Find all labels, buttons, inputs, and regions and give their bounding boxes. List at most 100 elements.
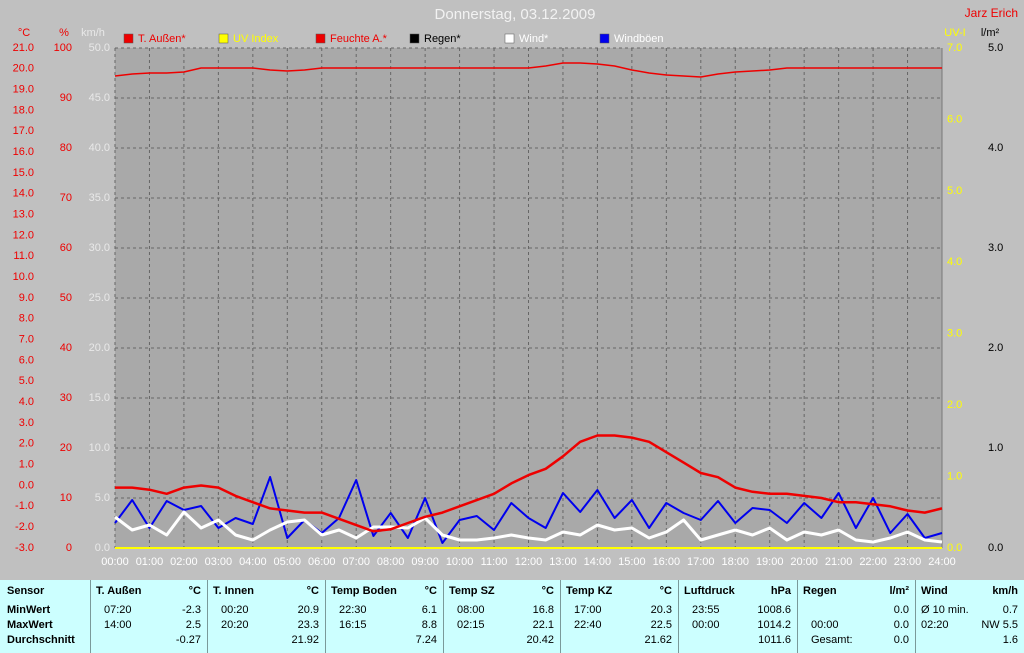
header-cell: T. Innen <box>213 585 254 597</box>
y-tick-label: 40 <box>60 342 72 354</box>
column-divider <box>325 580 326 653</box>
x-tick-label: 17:00 <box>687 556 715 568</box>
author: Jarz Erich <box>965 6 1018 20</box>
cell-value: 1014.2 <box>757 619 791 631</box>
cell-time: 02:20 <box>921 619 949 631</box>
legend-swatch <box>123 33 134 44</box>
y-tick-label: 45.0 <box>89 92 110 104</box>
series-line <box>114 476 943 544</box>
x-tick-label: 04:00 <box>239 556 267 568</box>
header-unit: km/h <box>992 585 1018 597</box>
row-label: MinWert <box>7 604 51 616</box>
x-tick-label: 19:00 <box>756 556 784 568</box>
cell-value: 22.1 <box>532 619 554 631</box>
y-tick-label: 14.0 <box>13 188 34 200</box>
y-tick-label: 35.0 <box>89 192 110 204</box>
x-tick-label: 24:00 <box>928 556 956 568</box>
column-divider <box>797 580 798 653</box>
cell-value: 1.6 <box>1002 634 1018 646</box>
y-tick-label: 18.0 <box>13 104 34 116</box>
axis-title: % <box>59 27 69 39</box>
cell-value: -2.3 <box>182 604 201 616</box>
cell-value: 2.5 <box>185 619 201 631</box>
y-tick-label: 10 <box>60 492 72 504</box>
x-tick-label: 13:00 <box>549 556 577 568</box>
header-cell: Luftdruck <box>684 585 735 597</box>
header-unit: °C <box>659 585 672 597</box>
cell-value: 21.62 <box>644 634 672 646</box>
y-tick-label: 2.0 <box>947 399 962 411</box>
row-label: MaxWert <box>7 619 53 631</box>
header-cell: T. Außen <box>96 585 142 597</box>
cell-value: 6.1 <box>421 604 437 616</box>
header-cell: Temp SZ <box>449 585 495 597</box>
y-tick-label: 1.0 <box>988 442 1003 454</box>
legend-label: Wind* <box>519 33 549 45</box>
y-tick-label: 6.0 <box>947 113 962 125</box>
y-tick-label: 20.0 <box>89 342 110 354</box>
y-tick-label: 0.0 <box>947 542 962 554</box>
x-tick-label: 02:00 <box>170 556 198 568</box>
column-divider <box>915 580 916 653</box>
chart: Donnerstag, 03.12.2009 Jarz Erich 00:00 0… <box>13 6 1018 568</box>
y-tick-label: 17.0 <box>13 125 34 137</box>
cell-value: 20.3 <box>650 604 672 616</box>
x-tick-label: 10:00 <box>446 556 474 568</box>
y-tick-label: 30.0 <box>89 242 110 254</box>
y-tick-label: 8.0 <box>19 313 34 325</box>
legend-swatch <box>315 33 326 44</box>
cell-value: 22.5 <box>650 619 672 631</box>
y-tick-label: 4.0 <box>947 256 962 268</box>
cell-value: 0.0 <box>893 634 909 646</box>
axis-title: °C <box>18 27 30 39</box>
cell-time: 00:00 <box>692 619 720 631</box>
y-tick-label: 5.0 <box>95 492 110 504</box>
y-tick-label: 21.0 <box>13 42 34 54</box>
y-tick-label: 4.0 <box>19 396 34 408</box>
cell-time: 16:15 <box>339 619 367 631</box>
y-tick-label: -3.0 <box>15 542 34 554</box>
x-tick-label: 05:00 <box>274 556 302 568</box>
cell-time: 22:40 <box>574 619 602 631</box>
y-tick-label: 20.0 <box>13 63 34 75</box>
y-tick-label: 10.0 <box>89 442 110 454</box>
y-tick-label: 7.0 <box>19 334 34 346</box>
cell-time: 23:55 <box>692 604 720 616</box>
column-divider <box>207 580 208 653</box>
y-tick-label: 10.0 <box>13 271 34 283</box>
y-tick-label: 2.0 <box>988 342 1003 354</box>
y-tick-label: 1.0 <box>19 459 34 471</box>
cell-time: 02:15 <box>457 619 485 631</box>
x-tick-label: 07:00 <box>342 556 370 568</box>
y-tick-label: 20 <box>60 442 72 454</box>
y-tick-label: 11.0 <box>13 250 34 262</box>
y-tick-label: 70 <box>60 192 72 204</box>
y-tick-label: 15.0 <box>13 167 34 179</box>
y-tick-label: 100 <box>54 42 72 54</box>
y-tick-label: -1.0 <box>15 500 34 512</box>
series-line <box>114 62 942 78</box>
y-tick-label: 13.0 <box>13 209 34 221</box>
header-cell: Temp KZ <box>566 585 613 597</box>
axis-title: l/m² <box>981 27 1000 39</box>
header-unit: l/m² <box>889 585 909 597</box>
column-divider <box>560 580 561 653</box>
header-unit: °C <box>541 585 554 597</box>
legend-label: T. Außen* <box>138 33 186 45</box>
cell-time: 00:20 <box>221 604 249 616</box>
cell-time: 14:00 <box>104 619 132 631</box>
y-tick-label: 0.0 <box>19 479 34 491</box>
cell-value: 7.24 <box>415 634 437 646</box>
x-tick-label: 23:00 <box>894 556 922 568</box>
header-unit: °C <box>306 585 319 597</box>
chart-title: Donnerstag, 03.12.2009 <box>435 6 596 23</box>
y-tick-label: 5.0 <box>988 42 1003 54</box>
x-tick-label: 21:00 <box>825 556 853 568</box>
cell-value: 0.0 <box>893 619 909 631</box>
cell-value: 1008.6 <box>757 604 791 616</box>
axis-title: UV-I <box>944 27 965 39</box>
y-tick-label: 4.0 <box>988 142 1003 154</box>
cell-value: 23.3 <box>297 619 319 631</box>
cell-value: 1011.6 <box>758 634 791 646</box>
y-tick-label: 2.0 <box>19 438 34 450</box>
